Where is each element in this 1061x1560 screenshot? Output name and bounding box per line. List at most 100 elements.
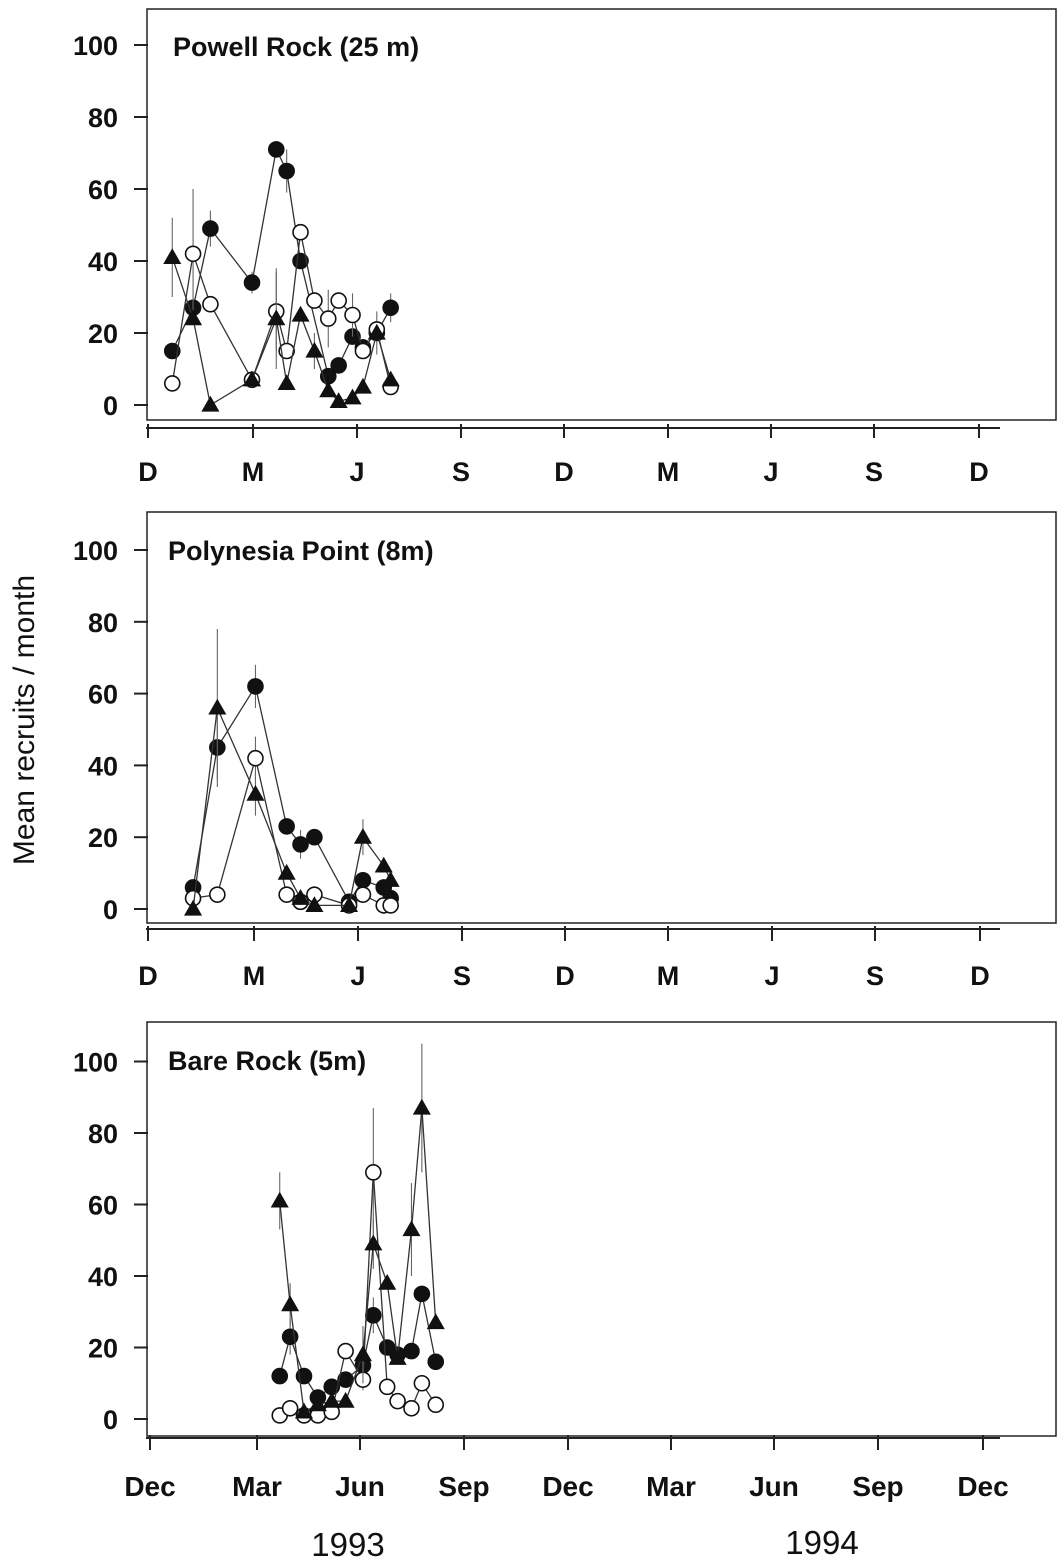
- data-point: [202, 295, 219, 313]
- series-filled-triangle: [163, 217, 400, 412]
- series-filled-triangle: [270, 1043, 445, 1419]
- y-tick-label: 0: [103, 391, 118, 421]
- plot-frame: [146, 8, 1057, 421]
- data-point: [292, 836, 309, 853]
- data-point: [201, 395, 220, 412]
- data-point: [353, 377, 372, 394]
- x-tick-label: S: [865, 457, 883, 487]
- plot-frame: [146, 511, 1057, 924]
- plot-frame: [146, 1021, 1057, 1437]
- data-point: [403, 1342, 420, 1360]
- y-tick-label: 20: [88, 319, 118, 349]
- x-tick-label: Sep: [852, 1471, 903, 1502]
- data-point: [247, 678, 264, 695]
- x-tick-label: M: [657, 961, 680, 991]
- year-label-1993: 1993: [311, 1526, 384, 1560]
- plot-area: [184, 628, 400, 916]
- data-point: [202, 220, 219, 237]
- x-tick-label: J: [763, 457, 778, 487]
- y-axis: 0 20 40 60 80 100: [73, 31, 148, 421]
- data-point: [388, 1349, 407, 1365]
- plot-area: [163, 141, 400, 412]
- x-tick-label: Dec: [542, 1471, 593, 1502]
- data-point: [340, 896, 359, 913]
- data-point: [163, 375, 181, 392]
- data-point: [343, 388, 362, 405]
- data-point: [209, 886, 226, 903]
- x-tick-label: D: [138, 961, 158, 991]
- data-point: [242, 370, 262, 387]
- x-tick-label: J: [764, 961, 779, 991]
- x-tick-label: Jun: [749, 1471, 799, 1502]
- panel-powell-rock: Powell Rock (25 m) 0 20 40 60 80 100 D M J S D M J S…: [73, 8, 1057, 487]
- x-tick-label: D: [555, 961, 575, 991]
- x-tick-label: M: [242, 457, 265, 487]
- x-tick-label: D: [138, 457, 158, 487]
- data-point: [294, 1402, 314, 1419]
- x-tick-label: M: [243, 961, 266, 991]
- data-point: [278, 162, 295, 180]
- data-point: [163, 248, 182, 264]
- x-tick-label: S: [452, 457, 470, 487]
- x-tick-label: Sep: [438, 1471, 489, 1502]
- y-tick-label: 100: [73, 31, 118, 61]
- data-point: [374, 856, 393, 873]
- y-tick-label: 40: [88, 751, 118, 781]
- y-axis-label: Mean recruits / month: [8, 575, 41, 865]
- data-point: [305, 896, 324, 913]
- data-point: [367, 323, 386, 340]
- data-point: [277, 863, 296, 880]
- x-tick-label: Mar: [232, 1471, 282, 1502]
- data-point: [308, 1395, 327, 1412]
- data-point: [246, 784, 265, 801]
- data-point: [291, 305, 310, 322]
- y-tick-label: 100: [73, 1048, 118, 1078]
- y-tick-label: 20: [88, 1334, 118, 1364]
- data-point: [382, 299, 399, 317]
- x-tick-label: S: [453, 961, 471, 991]
- data-point: [403, 1399, 420, 1417]
- y-tick-label: 80: [88, 1119, 118, 1149]
- data-point: [305, 341, 324, 358]
- data-point: [378, 1273, 397, 1290]
- y-tick-label: 40: [88, 247, 118, 277]
- y-tick-label: 100: [73, 536, 118, 566]
- year-label-1994: 1994: [785, 1524, 858, 1560]
- plot-area: [270, 1043, 445, 1424]
- panel-polynesia-point: Polynesia Point (8m) 0 20 40 60 80 100 D M J S D M…: [73, 511, 1057, 991]
- y-tick-label: 60: [88, 680, 118, 710]
- data-point: [427, 1353, 445, 1371]
- data-point: [329, 392, 348, 408]
- data-point: [271, 1367, 289, 1385]
- data-point: [322, 1391, 341, 1408]
- data-point: [281, 1399, 299, 1417]
- data-point: [354, 886, 372, 903]
- data-point: [354, 342, 372, 360]
- data-point: [336, 1391, 355, 1408]
- data-point: [208, 698, 227, 715]
- data-point: [426, 1313, 445, 1330]
- x-tick-label: D: [970, 961, 990, 991]
- data-point: [354, 871, 372, 889]
- data-point: [247, 749, 264, 767]
- x-tick-label: Mar: [646, 1471, 696, 1502]
- data-point: [267, 141, 285, 158]
- data-point: [278, 818, 295, 835]
- data-point: [163, 342, 181, 360]
- x-tick-label: J: [350, 961, 365, 991]
- x-tick-label: D: [554, 457, 574, 487]
- data-point: [378, 1378, 396, 1396]
- data-point: [382, 897, 399, 914]
- data-point: [306, 292, 323, 309]
- series-open-circle: [163, 189, 399, 396]
- data-point: [389, 1392, 406, 1410]
- x-tick-label: D: [969, 457, 989, 487]
- data-point: [267, 309, 286, 326]
- data-point: [184, 245, 202, 263]
- x-tick-label: Jun: [335, 1471, 385, 1502]
- data-point: [270, 1191, 289, 1208]
- data-point: [184, 309, 203, 326]
- x-tick-label: S: [866, 961, 884, 991]
